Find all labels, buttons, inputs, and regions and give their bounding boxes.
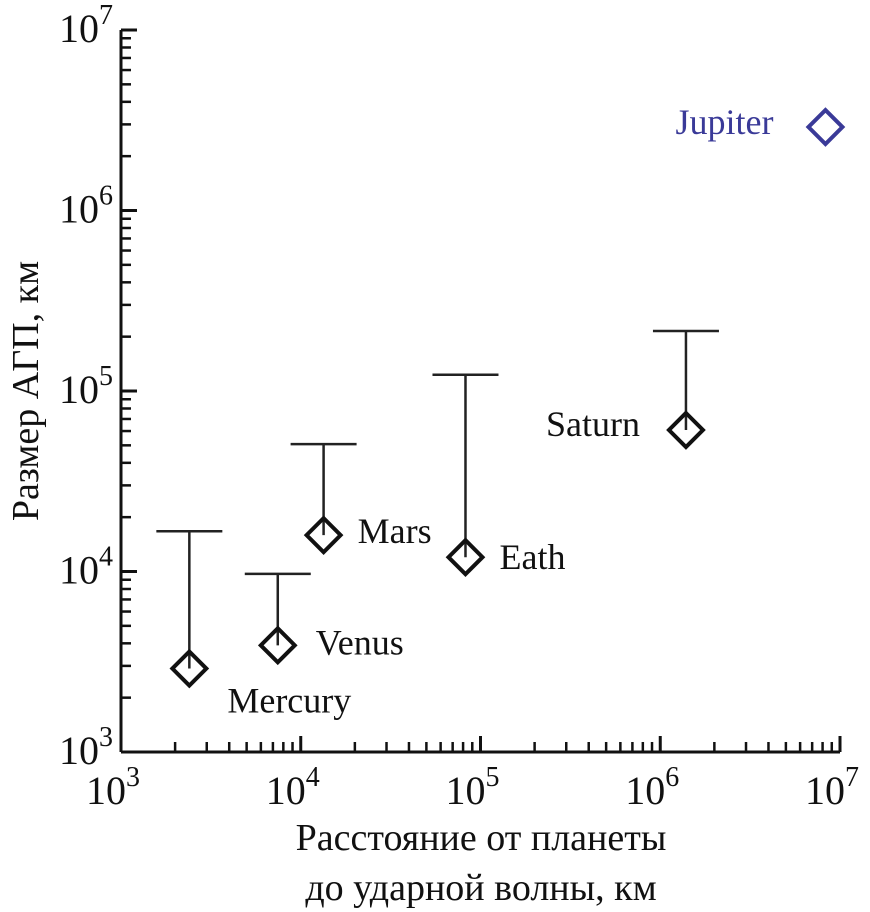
y-tick-base: 10 (59, 548, 99, 593)
x-tick-exponent: 6 (665, 762, 679, 793)
marker-eath (445, 537, 486, 578)
y-tick-exponent: 7 (99, 0, 113, 31)
y-tick-exponent: 6 (99, 181, 113, 212)
point-label-saturn: Saturn (546, 404, 640, 444)
x-axis-label-line1: Расстояние от планеты (296, 817, 667, 859)
y-tick-base: 10 (59, 187, 99, 232)
point-label-eath: Eath (499, 537, 565, 577)
y-tick-label: 105 (59, 361, 113, 412)
point-label-jupiter: Jupiter (675, 102, 773, 142)
x-tick-base: 10 (86, 768, 126, 813)
marker-mercury (169, 648, 210, 689)
y-tick-label: 107 (59, 0, 113, 51)
y-tick-exponent: 4 (99, 542, 113, 573)
y-tick-label: 106 (59, 181, 113, 232)
y-tick-base: 10 (59, 367, 99, 412)
y-tick-base: 10 (59, 728, 99, 773)
x-tick-base: 10 (805, 768, 845, 813)
x-tick-label: 105 (446, 762, 500, 813)
x-tick-exponent: 3 (126, 762, 140, 793)
x-tick-label: 104 (266, 762, 320, 813)
x-tick-base: 10 (446, 768, 486, 813)
marker-saturn (666, 410, 706, 450)
x-tick-exponent: 4 (306, 762, 320, 793)
point-label-mercury: Mercury (227, 681, 351, 721)
axes (119, 28, 842, 754)
point-label-venus: Venus (316, 622, 404, 662)
marker-jupiter (805, 107, 846, 147)
x-axis-label-line2: до ударной волны, км (305, 867, 656, 909)
x-tick-exponent: 5 (486, 762, 500, 793)
x-tick-exponent: 7 (845, 762, 859, 793)
y-tick-label: 103 (59, 722, 113, 773)
x-tick-label: 103 (86, 762, 140, 813)
marker-mars (303, 515, 344, 555)
y-tick-base: 10 (59, 6, 99, 51)
y-tick-exponent: 3 (99, 722, 113, 753)
x-tick-base: 10 (266, 768, 306, 813)
point-label-mars: Mars (358, 511, 432, 551)
x-tick-label: 107 (805, 762, 859, 813)
x-tick-label: 106 (625, 762, 679, 813)
y-tick-label: 104 (59, 542, 113, 593)
data-marks: Mercury Venus Mars Eath Saturn Jupiter (156, 102, 846, 721)
y-axis-label: Размер АГП, км (5, 261, 47, 521)
marker-venus (257, 625, 298, 666)
y-tick-exponent: 5 (99, 361, 113, 392)
x-tick-base: 10 (625, 768, 665, 813)
